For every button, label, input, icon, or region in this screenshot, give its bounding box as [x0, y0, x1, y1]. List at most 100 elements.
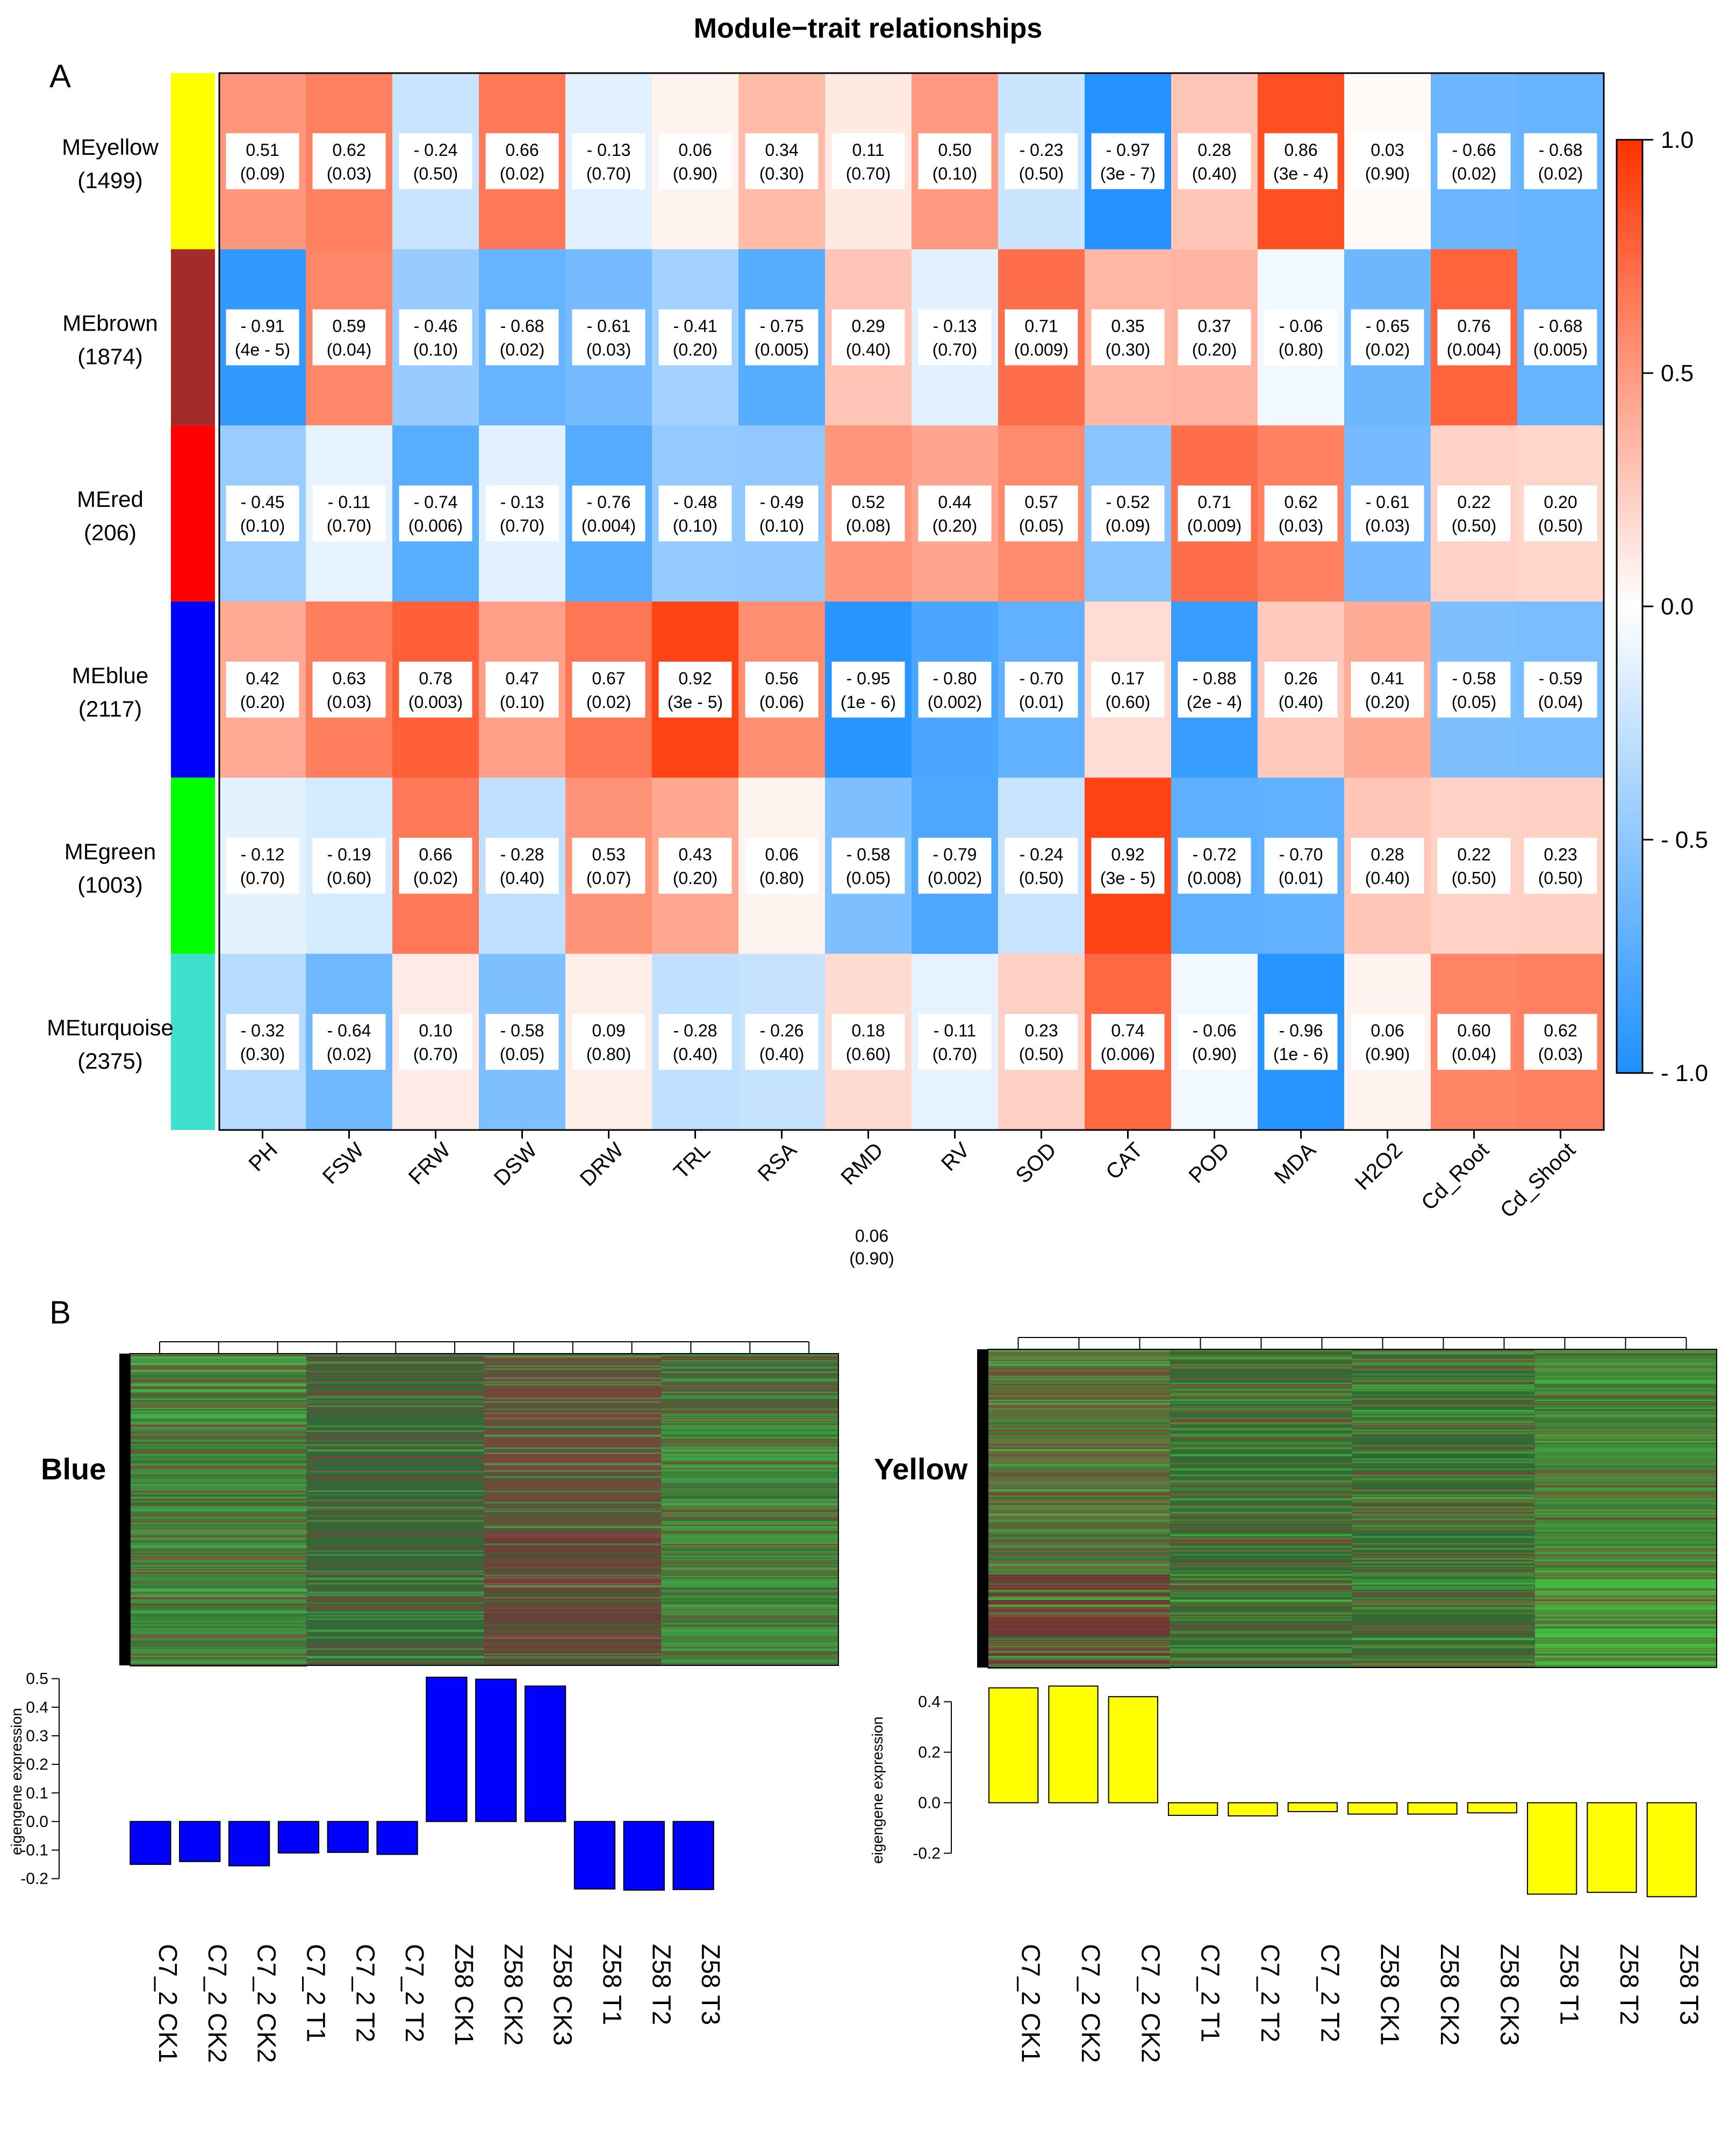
cell-value: - 0.88	[1193, 669, 1237, 688]
sample-label: Z58 CK3	[1495, 1944, 1523, 2045]
cell-value: 0.92	[678, 669, 712, 688]
col-label-DSW: DSW	[490, 1138, 542, 1190]
cell-value: - 0.32	[241, 1021, 285, 1040]
y-axis-label: eigengene expression	[869, 1716, 886, 1864]
bar-yellow	[1527, 1802, 1577, 1895]
trait-column-labels: PH FSW FRW DSW DRW TRL RSA RMD RV SOD CAT POD MDA H2O…	[244, 1130, 1580, 1222]
cell-label-box	[399, 133, 472, 189]
yellow-expression-heatmap	[977, 1337, 1717, 1669]
y-tick-label: 0.0	[918, 1794, 941, 1812]
cell-label-box	[745, 661, 819, 718]
cell-value: 0.56	[765, 669, 798, 688]
module-color-MEturquoise	[171, 954, 215, 1130]
cell-value: - 0.52	[1106, 492, 1150, 512]
cell-pvalue: (0.009)	[1014, 340, 1068, 360]
cell-pvalue: (0.50)	[1538, 516, 1583, 535]
cell-label-box	[918, 485, 992, 542]
cell-label-box	[572, 661, 645, 718]
cell-value: - 0.24	[414, 140, 458, 160]
cell-value: - 0.70	[1020, 669, 1064, 688]
cell-value: 0.59	[332, 317, 365, 336]
heatmap-title: Module−trait relationships	[694, 13, 1043, 44]
cell-pvalue: (1e - 6)	[841, 692, 896, 712]
row-label-MEbrown: MEbrown	[62, 311, 157, 336]
y-tick-label: 0.3	[26, 1727, 48, 1745]
cell-label-box	[658, 1014, 732, 1070]
cell-label-box	[312, 661, 386, 718]
row-label-MEblue: MEblue	[72, 663, 148, 688]
cell-value: - 0.58	[847, 845, 891, 864]
cell-value: 0.20	[1544, 492, 1577, 512]
legend-tick-label: - 0.5	[1661, 827, 1708, 853]
sample-label: C7_2 CK1	[153, 1944, 182, 2063]
cell-pvalue: (0.40)	[1279, 692, 1324, 712]
panel-a-letter: A	[49, 58, 71, 94]
cell-value: 0.51	[246, 140, 279, 160]
module-color-MEgreen	[171, 777, 215, 954]
cell-value: - 0.74	[414, 492, 458, 512]
cell-label-box	[658, 485, 732, 542]
cell-pvalue: (2e - 4)	[1187, 692, 1242, 712]
cell-value: 0.42	[246, 669, 279, 688]
bar-blue	[277, 1821, 320, 1854]
cell-pvalue: (0.05)	[1019, 516, 1064, 535]
cell-value: 0.23	[1544, 845, 1577, 864]
cell-label-box	[831, 309, 905, 366]
cell-value: - 0.11	[328, 492, 370, 512]
cell-pvalue: (0.005)	[1533, 340, 1588, 360]
col-label-MDA: MDA	[1270, 1138, 1321, 1189]
bar-blue	[130, 1821, 171, 1865]
cell-pvalue: (0.90)	[673, 164, 718, 183]
cell-value: 0.06	[765, 845, 798, 864]
cell-value: 0.34	[765, 140, 798, 160]
cell-value: 0.22	[1457, 492, 1490, 512]
sample-label: Z58 CK2	[1435, 1944, 1464, 2045]
row-count-MEgreen: (1003)	[77, 872, 142, 898]
panel-b-letter: B	[49, 1294, 71, 1330]
cell-label-box	[1005, 485, 1078, 542]
cell-value: 0.43	[678, 845, 712, 864]
cell-label-box	[312, 485, 386, 542]
cell-pvalue: (0.02)	[327, 1044, 372, 1064]
cell-label-box	[1091, 838, 1165, 894]
sample-label: Z58 T1	[1555, 1944, 1583, 2025]
cell-pvalue: (0.70)	[846, 164, 891, 183]
cell-value: 0.47	[505, 669, 539, 688]
cell-pvalue: (0.10)	[673, 516, 718, 535]
y-tick-label: 0.5	[26, 1670, 48, 1688]
col-label-RSA: RSA	[754, 1138, 801, 1186]
cell-value: 0.60	[1457, 1021, 1490, 1040]
cell-value: - 0.45	[241, 492, 285, 512]
cell-pvalue: (0.04)	[1452, 1044, 1497, 1064]
sample-label: C7_2 CK2	[1136, 1944, 1164, 2063]
y-tick-label: 0.4	[26, 1699, 48, 1716]
cell-label-box	[1178, 309, 1251, 366]
cell-label-box	[745, 309, 819, 366]
row-count-MEturquoise: (2375)	[77, 1048, 142, 1074]
cell-pvalue: (0.30)	[240, 1044, 285, 1064]
cell-value: 0.29	[851, 317, 885, 336]
cell-pvalue: (0.02)	[1365, 340, 1410, 360]
cell-value: 0.10	[419, 1021, 452, 1040]
bar-blue	[228, 1821, 270, 1866]
module-color-MEred	[171, 425, 215, 602]
cell-label-box	[1264, 661, 1338, 718]
y-tick-label: 0.1	[26, 1784, 48, 1802]
legend-tick-label: 0.0	[1661, 593, 1694, 620]
y-tick-label: 0.2	[918, 1744, 941, 1762]
col-label-FSW: FSW	[318, 1138, 369, 1189]
cell-pvalue: (0.10)	[500, 692, 545, 712]
cell-pvalue: (0.03)	[1538, 1044, 1583, 1064]
sample-label: C7_2 T2	[350, 1944, 379, 2042]
cell-value: 0.74	[1111, 1021, 1144, 1040]
cell-value: - 0.58	[500, 1021, 544, 1040]
cell-value: 0.06	[1371, 1021, 1404, 1040]
cell-label-box	[1524, 133, 1597, 189]
cell-label-box	[226, 309, 299, 366]
cell-value: 0.67	[592, 669, 625, 688]
cell-pvalue: (0.50)	[1019, 164, 1064, 183]
cell-label-box	[399, 309, 472, 366]
cell-pvalue: (0.80)	[1279, 340, 1324, 360]
cell-value: - 0.68	[1539, 317, 1583, 336]
cell-label-box	[1091, 133, 1165, 189]
